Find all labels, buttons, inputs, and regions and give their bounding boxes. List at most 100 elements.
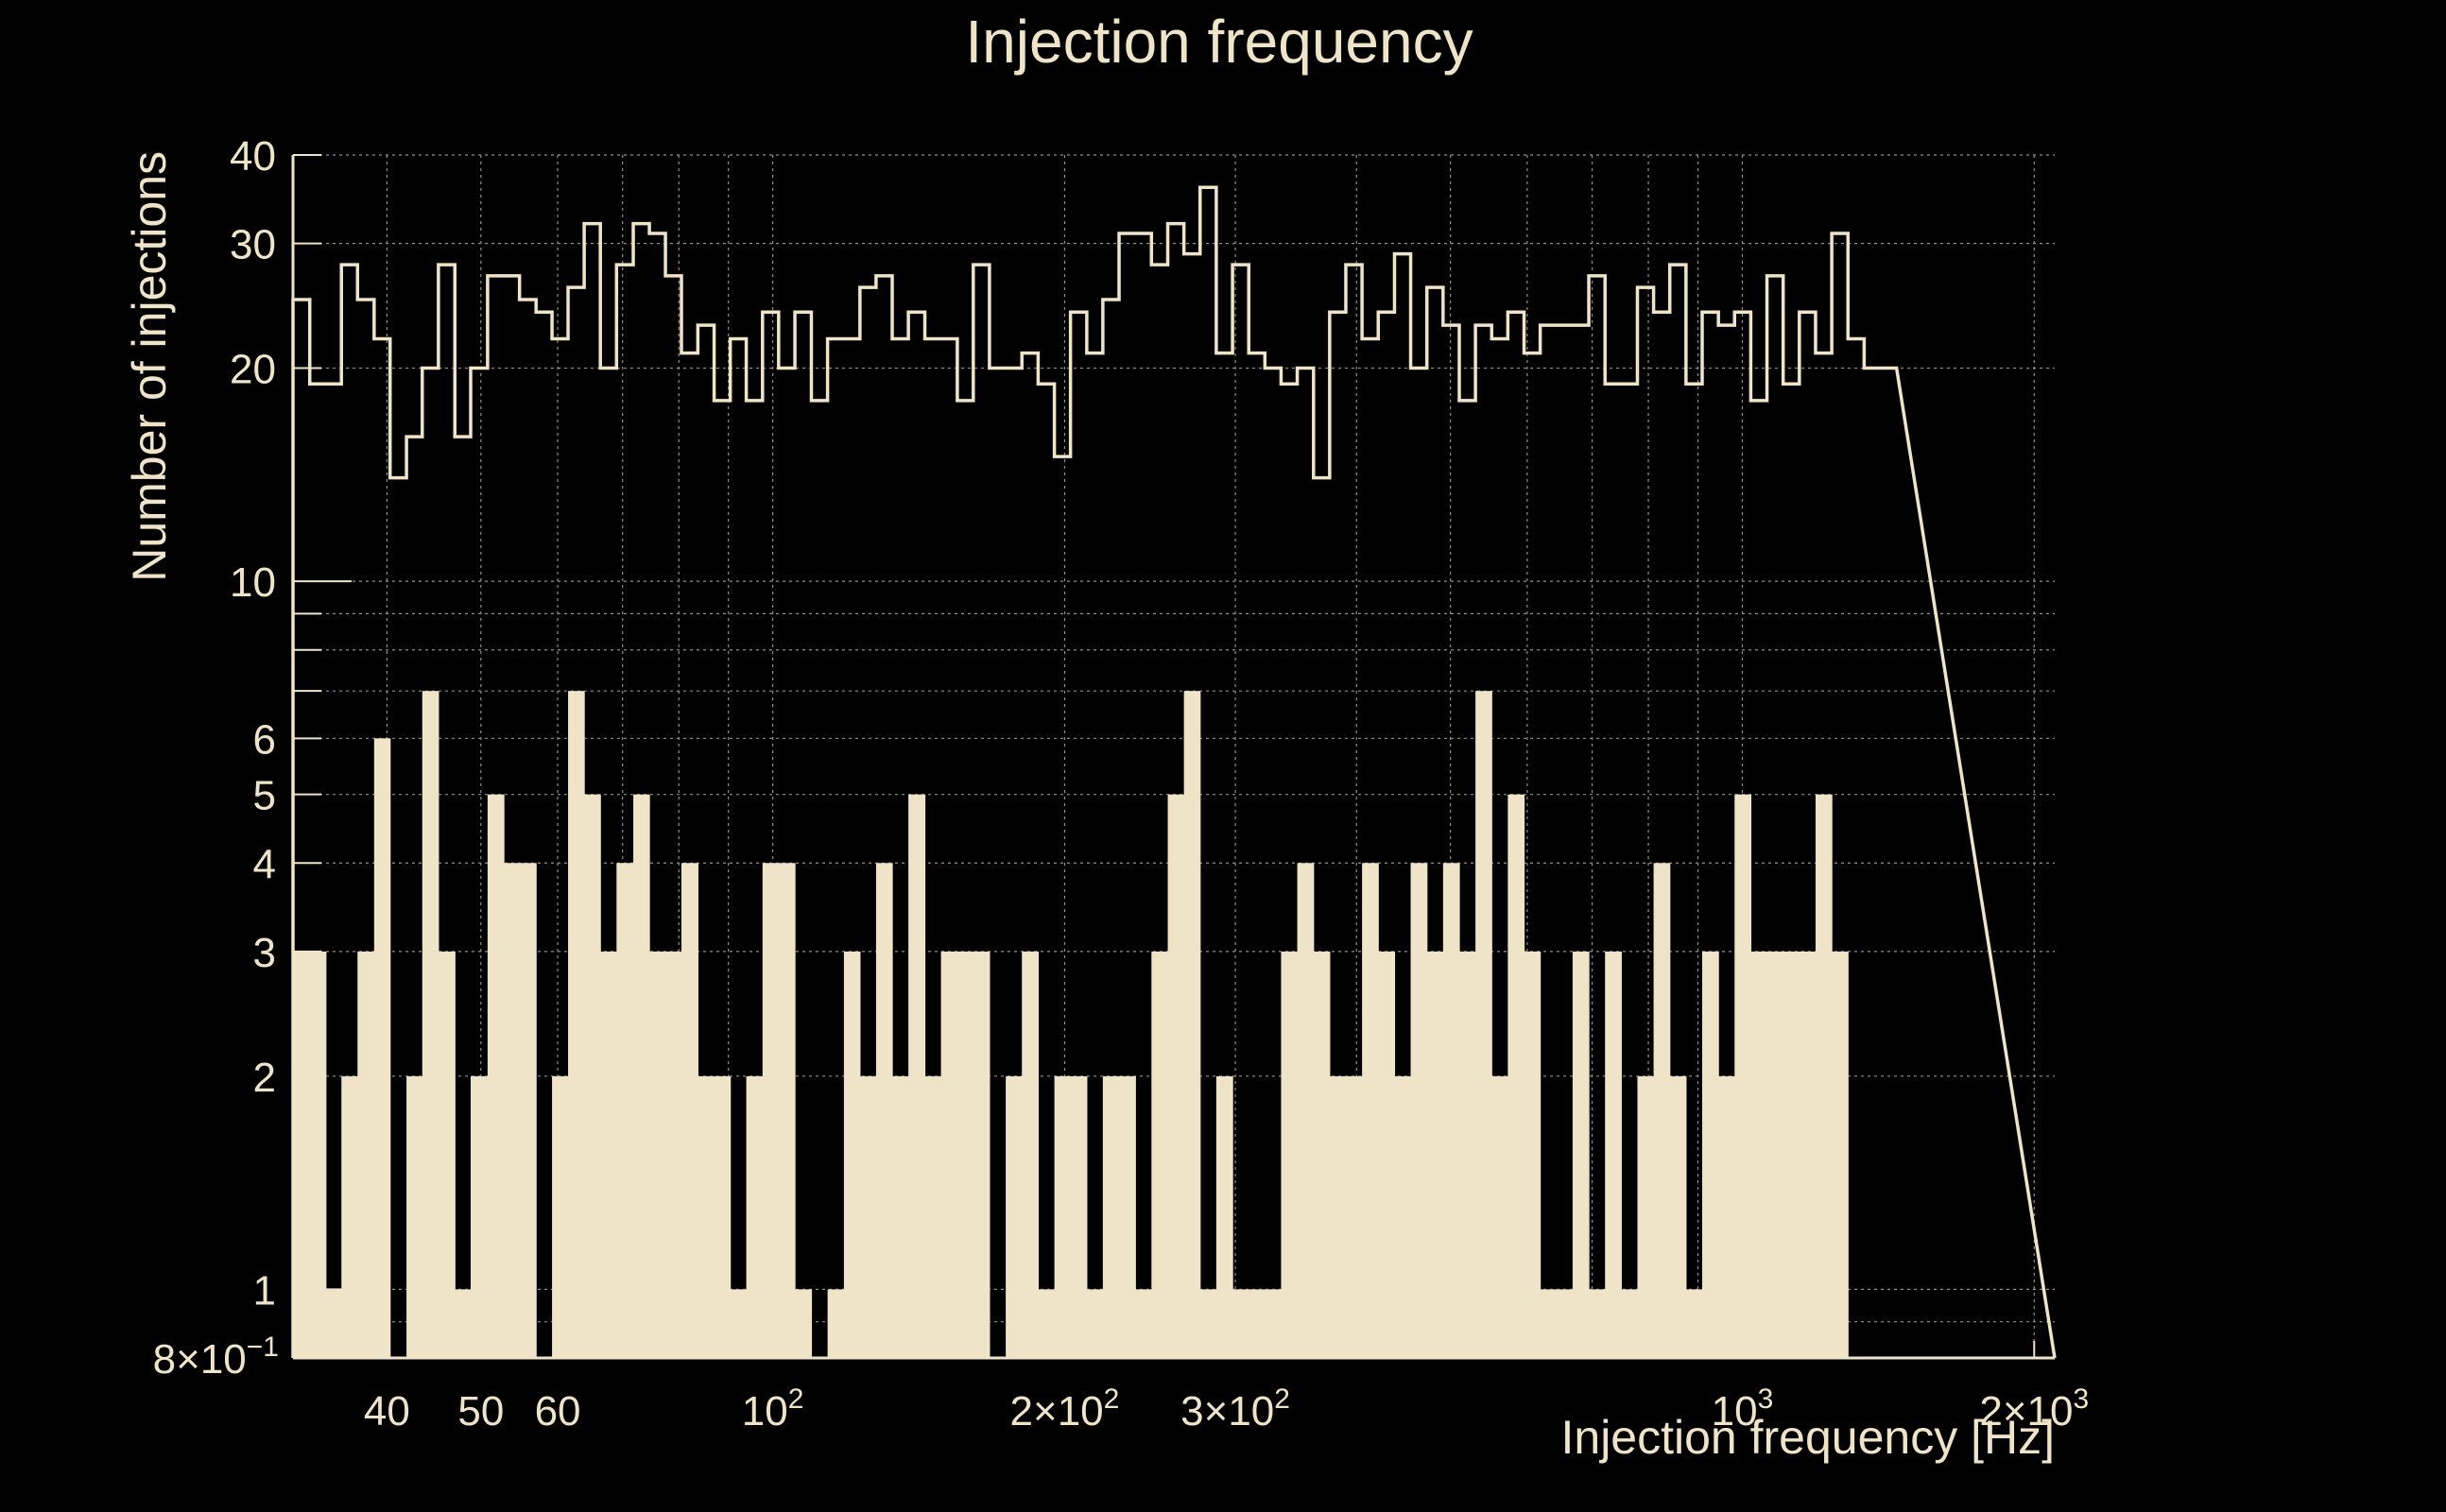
histogram-bar — [924, 1075, 942, 1358]
x-axis-label: Injection frequency [Hz] — [1561, 1411, 2056, 1464]
histogram-bar — [1215, 1075, 1233, 1358]
histogram-bar — [1524, 951, 1542, 1358]
histogram-bar — [1281, 951, 1299, 1358]
histogram-bar — [293, 951, 311, 1358]
histogram-bar — [1151, 951, 1169, 1358]
histogram-bar — [1507, 794, 1525, 1358]
histogram-bar — [940, 951, 958, 1358]
histogram-bar — [455, 1289, 472, 1358]
y-tick-label: 20 — [230, 347, 276, 393]
histogram-bar — [1249, 1289, 1266, 1358]
histogram-bar — [1799, 951, 1817, 1358]
histogram-bar — [1038, 1289, 1056, 1358]
histogram-bar — [1054, 1075, 1072, 1358]
y-tick-label: 8×10−1 — [153, 1332, 279, 1383]
histogram-bar — [714, 1075, 732, 1358]
histogram-bar — [1783, 951, 1800, 1358]
histogram-bar — [1297, 863, 1315, 1358]
y-tick-label: 40 — [230, 133, 276, 180]
histogram-bar — [1750, 951, 1768, 1358]
histogram-bar — [1589, 1289, 1606, 1358]
histogram-bar — [1572, 951, 1590, 1358]
x-tick-label: 50 — [457, 1388, 504, 1435]
histogram-bar — [487, 794, 505, 1358]
histogram-bar — [552, 1075, 569, 1358]
x-tick-label: 2×102 — [1010, 1383, 1120, 1435]
histogram-bar — [1815, 794, 1833, 1358]
y-tick-label: 30 — [230, 222, 276, 268]
histogram-bar — [1265, 1289, 1283, 1358]
histogram-bar — [1119, 1075, 1136, 1358]
histogram-bar — [406, 1075, 423, 1358]
y-tick-label: 3 — [253, 930, 276, 976]
histogram-bar — [1653, 863, 1671, 1358]
histogram-bar — [1086, 1289, 1104, 1358]
histogram-bar — [341, 1075, 358, 1358]
histogram-bar — [698, 1075, 715, 1358]
histogram-bar — [568, 691, 585, 1358]
histogram-bar — [1458, 951, 1476, 1358]
histogram-bar — [1410, 863, 1428, 1358]
histogram-bar — [1232, 1289, 1249, 1358]
histogram-bar — [373, 738, 391, 1358]
histogram-bar — [504, 863, 521, 1358]
y-tick-labels: 8×10−1 1 2 3 4 5 6 10 20 30 40 — [153, 133, 279, 1383]
histogram-bar — [1734, 794, 1752, 1358]
histogram-bar — [795, 1289, 813, 1358]
histogram-bar — [1702, 951, 1719, 1358]
histogram-bar — [1491, 1075, 1508, 1358]
histogram-bar — [649, 951, 666, 1358]
histogram-bar — [665, 951, 682, 1358]
histogram-bar — [1183, 691, 1201, 1358]
histogram-bar — [471, 1075, 489, 1358]
histogram-bar — [1167, 794, 1185, 1358]
histogram-bar — [680, 863, 698, 1358]
histogram-bar — [1685, 1289, 1703, 1358]
histogram-bar — [1475, 691, 1492, 1358]
histogram-bar — [616, 863, 634, 1358]
histogram-bar — [1637, 1075, 1655, 1358]
histogram-bar — [1766, 951, 1784, 1358]
plot-frame — [291, 154, 2055, 1360]
histogram-bar — [1556, 1289, 1574, 1358]
histogram-bar — [1426, 951, 1444, 1358]
histogram-bar — [1605, 951, 1622, 1358]
histogram-bar — [1718, 1075, 1735, 1358]
histogram-bar — [1006, 1075, 1023, 1358]
histogram-bar — [1669, 1075, 1687, 1358]
outline-histogram — [291, 185, 2057, 1359]
x-tick-label: 60 — [535, 1388, 581, 1435]
histogram-bar — [778, 863, 796, 1358]
chart-title: Injection frequency — [965, 8, 1473, 76]
histogram-bar — [325, 1289, 342, 1358]
y-tick-label: 5 — [253, 773, 276, 819]
histogram-bar — [422, 691, 439, 1358]
x-tick-label: 3×102 — [1180, 1383, 1290, 1435]
histogram-bar — [309, 951, 327, 1358]
histogram-bar — [438, 951, 456, 1358]
histogram-bar — [1313, 951, 1331, 1358]
x-tick-label: 103 — [1712, 1383, 1774, 1435]
histogram-bar — [1378, 951, 1396, 1358]
y-tick-label: 4 — [253, 841, 276, 887]
histogram-bar — [600, 951, 617, 1358]
histogram-bar — [892, 1075, 909, 1358]
histogram-bar — [875, 863, 893, 1358]
histogram-bar — [859, 1075, 877, 1358]
histogram-bar — [1442, 863, 1460, 1358]
histogram-bar — [1621, 1289, 1639, 1358]
x-tick-label: 102 — [742, 1383, 804, 1435]
histogram-bar — [1135, 1289, 1152, 1358]
histogram-bar — [1329, 1075, 1347, 1358]
x-tick-label: 2×103 — [1979, 1383, 2089, 1435]
histogram-bar — [1070, 1075, 1088, 1358]
histogram-bar — [1345, 1075, 1363, 1358]
histogram-bar — [1362, 863, 1379, 1358]
histogram-bar — [1832, 951, 1849, 1358]
histogram-bar — [519, 863, 537, 1358]
histogram-bar — [973, 951, 990, 1358]
histogram-bar — [746, 1075, 764, 1358]
histogram-bar — [633, 794, 650, 1358]
histogram-bar — [1022, 951, 1039, 1358]
